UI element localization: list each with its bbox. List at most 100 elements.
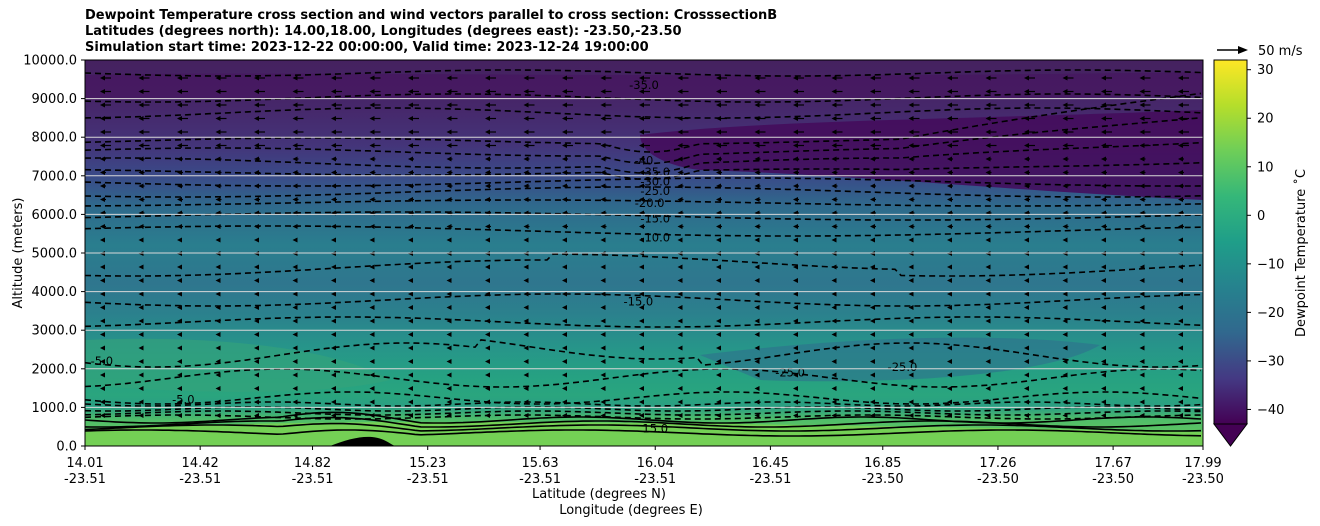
contour-label: -40 bbox=[635, 153, 654, 167]
contour-line bbox=[85, 141, 1202, 174]
contour-line bbox=[85, 225, 1202, 237]
contour-line bbox=[85, 177, 1202, 187]
colorbar-tick-label: 0 bbox=[1257, 209, 1265, 224]
x-tick-label-longitude: -23.50 bbox=[977, 472, 1019, 487]
x-tick-label-latitude: 14.42 bbox=[182, 456, 219, 471]
contour-line bbox=[85, 391, 1202, 405]
contour-line bbox=[85, 199, 1202, 207]
dry-region bbox=[640, 110, 1203, 200]
colorbar-label: Dewpoint Temperature ˚C bbox=[1293, 169, 1309, 337]
y-tick-label: 5000.0 bbox=[32, 247, 78, 262]
colorbar-tick-label: 10 bbox=[1257, 160, 1274, 175]
y-tick-label: 9000.0 bbox=[32, 92, 78, 107]
contour-line bbox=[85, 93, 1202, 103]
contour-label: -10.0 bbox=[640, 231, 670, 245]
colorbar-tick-label: −40 bbox=[1257, 403, 1284, 418]
x-tick-label-latitude: 16.85 bbox=[864, 456, 901, 471]
moist-region bbox=[85, 338, 390, 392]
quiver-key-label: 50 m/s bbox=[1258, 44, 1303, 59]
chart-title-line-2: Latitudes (degrees north): 14.00,18.00, … bbox=[85, 24, 682, 39]
x-tick-label-latitude: 17.67 bbox=[1095, 456, 1132, 471]
y-tick-label: 2000.0 bbox=[32, 362, 78, 377]
dry-pocket bbox=[700, 337, 1100, 382]
upper-dry-band bbox=[85, 72, 1203, 100]
colorbar-tick-label: 20 bbox=[1257, 112, 1274, 127]
x-tick-label-longitude: -23.51 bbox=[519, 472, 561, 487]
y-tick-label: 4000.0 bbox=[32, 285, 78, 300]
x-tick-label-longitude: -23.51 bbox=[749, 472, 791, 487]
x-tick-label-latitude: 17.99 bbox=[1184, 456, 1221, 471]
colorbar-tick-label: 30 bbox=[1257, 63, 1274, 78]
grid-lines bbox=[85, 98, 1203, 408]
contour-line bbox=[85, 186, 1202, 198]
contour-line bbox=[85, 429, 1202, 437]
x-tick-label-latitude: 14.01 bbox=[66, 456, 103, 471]
contour-line bbox=[85, 316, 1202, 328]
contour-line bbox=[85, 92, 1202, 153]
x-axis-label-latitude: Latitude (degrees N) bbox=[532, 487, 666, 502]
contour-line bbox=[85, 411, 1202, 424]
contour-line bbox=[85, 406, 1202, 412]
contour-lines bbox=[85, 69, 1202, 437]
x-tick-label-latitude: 14.82 bbox=[294, 456, 331, 471]
x-axis: 14.01-23.5114.42-23.5114.82-23.5115.23-2… bbox=[64, 446, 1224, 487]
y-tick-label: 8000.0 bbox=[32, 131, 78, 146]
y-tick-label: 6000.0 bbox=[32, 208, 78, 223]
x-tick-label-longitude: -23.50 bbox=[1182, 472, 1224, 487]
x-tick-label-longitude: -23.50 bbox=[862, 472, 904, 487]
contour-line bbox=[85, 107, 1202, 119]
y-tick-label: 1000.0 bbox=[32, 401, 78, 416]
contour-line bbox=[85, 293, 1202, 307]
colorbar-tick-label: −30 bbox=[1257, 354, 1284, 369]
colorbar-extend-min bbox=[1213, 423, 1248, 447]
quiver-key: 50 m/s bbox=[1217, 44, 1303, 59]
contour-line bbox=[85, 117, 1202, 165]
contour-label: -25.0 bbox=[640, 184, 670, 198]
x-tick-label-longitude: -23.51 bbox=[634, 472, 676, 487]
x-tick-label-latitude: 16.45 bbox=[752, 456, 789, 471]
x-axis-label-longitude: Longitude (degrees E) bbox=[559, 503, 703, 518]
x-tick-label-latitude: 16.04 bbox=[637, 456, 674, 471]
contour-line bbox=[85, 211, 1202, 221]
contour-label: -30.0 bbox=[640, 175, 670, 189]
y-tick-label: 3000.0 bbox=[32, 324, 78, 339]
x-tick-label-latitude: 17.26 bbox=[979, 456, 1016, 471]
wind-vectors bbox=[100, 75, 1189, 418]
contour-line bbox=[85, 401, 1202, 407]
contour-label: -35.0 bbox=[629, 78, 659, 92]
contour-line bbox=[85, 69, 1202, 77]
chart-title-line-3: Simulation start time: 2023-12-22 00:00:… bbox=[85, 40, 649, 55]
contour-label: -5.0 bbox=[91, 354, 113, 368]
contour-label: -15.0 bbox=[623, 294, 653, 308]
x-tick-label-longitude: -23.51 bbox=[179, 472, 221, 487]
chart-title-line-1: Dewpoint Temperature cross section and w… bbox=[85, 8, 778, 23]
contour-label: -25.0 bbox=[775, 366, 805, 380]
contour-line bbox=[85, 410, 1202, 416]
contour-line bbox=[85, 339, 1202, 368]
y-tick-label: 7000.0 bbox=[32, 169, 78, 184]
terrain bbox=[330, 436, 395, 446]
contour-line bbox=[85, 162, 1202, 181]
contour-label: -15.0 bbox=[640, 211, 670, 225]
colorbar-tick-label: −20 bbox=[1257, 306, 1284, 321]
x-tick-label-longitude: -23.51 bbox=[407, 472, 449, 487]
colorbar: 30 20 10 0 −10 −20 −30 −40 Dewpoint Temperature… bbox=[1213, 59, 1309, 447]
x-tick-label-latitude: 15.63 bbox=[521, 456, 558, 471]
y-tick-label: 10000.0 bbox=[23, 54, 77, 69]
contour-line bbox=[85, 422, 1202, 432]
colorbar-tick-label: −10 bbox=[1257, 257, 1284, 272]
contour-label: 15.0 bbox=[642, 422, 668, 436]
y-axis: 0.0 1000.0 2000.0 3000.0 4000.0 5000.0 6000.0 7… bbox=[23, 54, 85, 455]
contour-label: -25.0 bbox=[888, 360, 918, 374]
contour-line bbox=[85, 416, 1202, 428]
y-axis-label: Altitude (meters) bbox=[11, 198, 26, 309]
x-tick-label-longitude: -23.51 bbox=[64, 472, 106, 487]
colorbar-gradient bbox=[1213, 59, 1248, 425]
y-tick-label: 0.0 bbox=[56, 440, 77, 455]
contour-line bbox=[85, 414, 1201, 420]
x-tick-label-latitude: 15.23 bbox=[409, 456, 446, 471]
contour-label: -5.0 bbox=[172, 393, 194, 407]
x-tick-label-longitude: -23.51 bbox=[292, 472, 334, 487]
contour-line bbox=[85, 253, 1202, 277]
